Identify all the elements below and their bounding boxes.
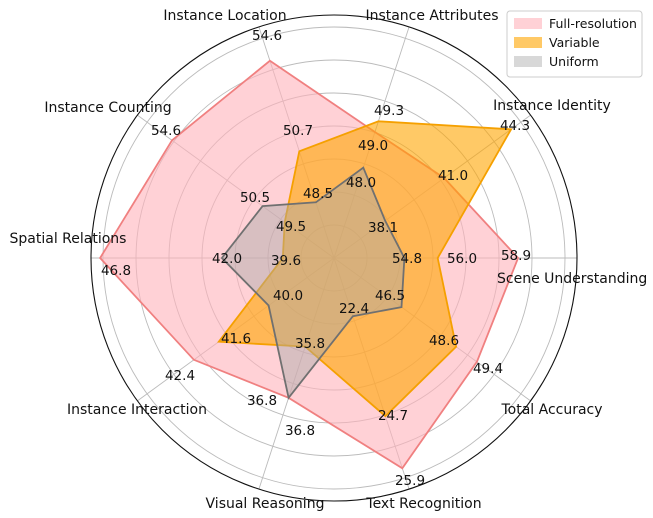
value-label: 48.5 — [303, 186, 333, 202]
value-label: 56.0 — [447, 251, 477, 267]
value-label: 36.8 — [285, 423, 315, 439]
category-label: Instance Counting — [44, 100, 171, 116]
value-label: 42.4 — [165, 368, 195, 384]
outer-spine — [90, 14, 578, 502]
category-labels: Instance Attributes Instance Identity Scen… — [10, 8, 648, 512]
value-label: 48.6 — [429, 333, 459, 349]
value-label: 41.6 — [221, 331, 251, 347]
value-label: 44.3 — [500, 118, 530, 134]
value-labels: 49.0 41.0 58.9 49.4 25.9 36.8 42.4 46.8 54.6 54.6… — [101, 28, 531, 489]
value-label: 36.8 — [247, 393, 277, 409]
value-label: 49.0 — [358, 138, 388, 154]
category-label: Instance Location — [163, 8, 286, 24]
value-label: 58.9 — [501, 248, 531, 264]
series-polygon-variable — [217, 120, 513, 418]
legend-swatch — [514, 37, 542, 48]
category-label: Instance Identity — [493, 98, 611, 114]
value-label: 22.4 — [339, 301, 369, 317]
value-label: 49.3 — [374, 103, 404, 119]
category-label: Text Recognition — [365, 496, 481, 512]
value-label: 42.0 — [212, 251, 242, 267]
value-label: 24.7 — [378, 408, 408, 424]
value-label: 54.6 — [151, 123, 181, 139]
category-label: Total Accuracy — [500, 402, 602, 418]
legend-swatch — [514, 56, 542, 67]
value-label: 46.8 — [101, 263, 131, 279]
series-polygons — [98, 59, 520, 470]
category-label: Visual Reasoning — [206, 496, 325, 512]
value-label: 35.8 — [295, 336, 325, 352]
value-label: 49.5 — [276, 219, 306, 235]
value-label: 50.7 — [283, 123, 313, 139]
category-label: Scene Understanding — [497, 271, 647, 287]
category-label: Spatial Relations — [10, 231, 127, 247]
legend-swatch — [514, 18, 542, 29]
value-label: 54.6 — [252, 28, 282, 44]
value-label: 50.5 — [240, 190, 270, 206]
legend-label: Variable — [549, 35, 600, 50]
legend: Full-resolution Variable Uniform — [506, 10, 643, 78]
value-label: 41.0 — [438, 168, 468, 184]
category-label: Instance Attributes — [365, 8, 498, 24]
value-label: 40.0 — [273, 288, 303, 304]
value-label: 46.5 — [375, 288, 405, 304]
value-label: 54.8 — [392, 251, 422, 267]
category-label: Instance Interaction — [67, 402, 207, 418]
value-label: 25.9 — [395, 473, 425, 489]
legend-label: Full-resolution — [549, 16, 637, 31]
value-label: 48.0 — [346, 175, 376, 191]
value-label: 38.1 — [368, 220, 398, 236]
value-label: 39.6 — [271, 253, 301, 269]
value-label: 49.4 — [473, 361, 503, 377]
series-polygon-uniform — [220, 166, 406, 400]
legend-label: Uniform — [549, 54, 599, 69]
